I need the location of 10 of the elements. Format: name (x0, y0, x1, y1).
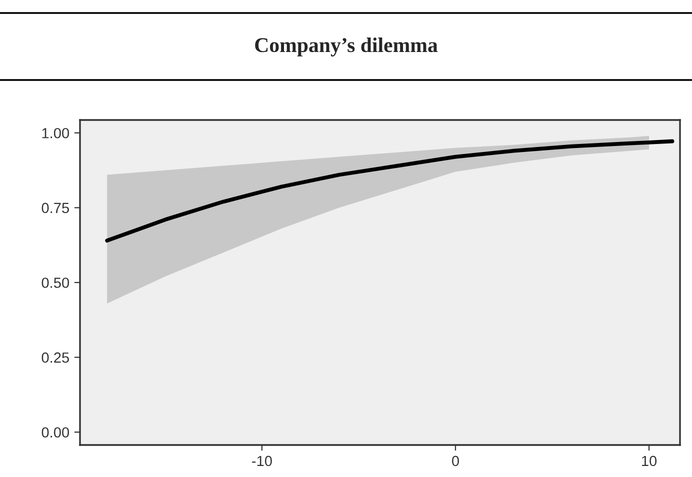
y-tick-label: 1.00 (42, 128, 70, 138)
x-tick-label: 10 (642, 456, 657, 466)
y-tick-label: 0.75 (42, 202, 69, 214)
y-tick-label: 0.25 (42, 352, 69, 363)
y-tick-label: 0.50 (42, 278, 70, 288)
line-series (105, 139, 674, 243)
y-tick-label: 0.00 (42, 427, 70, 438)
x-tick-label: -10 (252, 456, 272, 466)
x-tick-label: 0 (452, 456, 459, 466)
chart-title: Company’s dilemma (255, 38, 438, 56)
